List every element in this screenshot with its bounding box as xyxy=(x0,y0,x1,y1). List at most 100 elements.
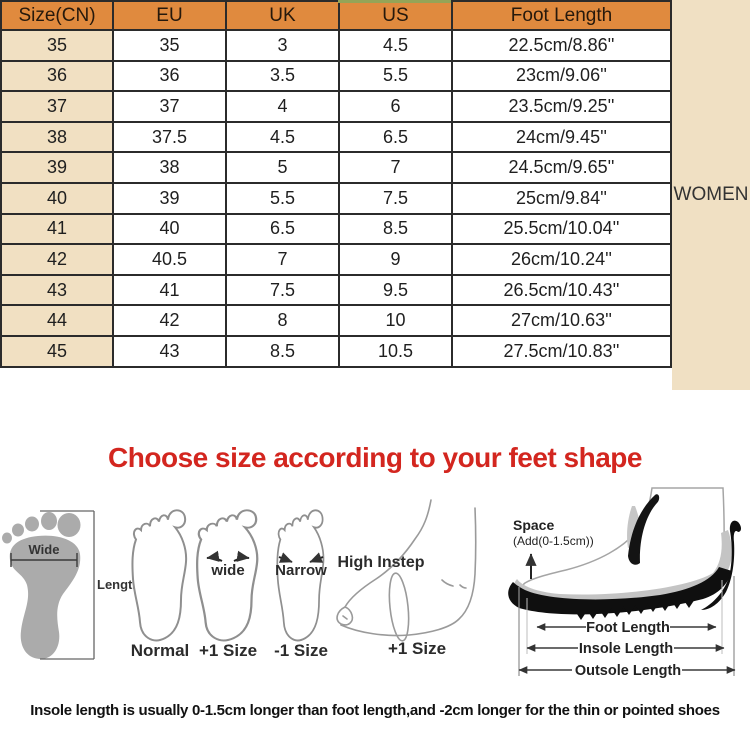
table-cell: 45 xyxy=(0,334,114,368)
heel-counter xyxy=(701,520,741,610)
table-row: 43 41 7.5 9.5 26.5cm/10.43'' xyxy=(0,273,672,307)
table-cell: 3 xyxy=(225,29,340,62)
table-cell: 7.5 xyxy=(225,273,340,307)
table-cell: 37 xyxy=(112,90,227,123)
table-cell: 38 xyxy=(112,151,227,184)
table-cell: 7.5 xyxy=(338,181,453,215)
table-cell: 3.5 xyxy=(225,59,340,93)
shoe-length-diagram: Space (Add(0-1.5cm)) Foot Length Insole … xyxy=(508,487,741,679)
gender-side-panel: WOMEN xyxy=(672,0,750,390)
table-row: 44 42 8 10 27cm/10.63'' xyxy=(0,304,672,337)
table-cell: 6 xyxy=(338,90,453,123)
table-cell: 43 xyxy=(112,334,227,368)
table-cell: 24cm/9.45'' xyxy=(451,120,672,154)
table-cell: 27cm/10.63'' xyxy=(451,304,672,337)
table-cell: 23cm/9.06'' xyxy=(451,59,672,93)
wide-measure-line xyxy=(10,553,78,567)
outsole-length-label: Outsole Length xyxy=(575,663,681,679)
table-cell: 37.5 xyxy=(112,120,227,154)
table-cell: 8.5 xyxy=(338,212,453,246)
foot-normal: Normal xyxy=(131,509,190,660)
table-cell: 41 xyxy=(0,212,114,246)
table-cell: 38 xyxy=(0,120,114,154)
table-cell: 7 xyxy=(338,151,453,184)
foot-wide: wide +1 Size xyxy=(196,509,259,660)
table-cell: 7 xyxy=(225,243,340,276)
wide-label: Wide xyxy=(29,542,60,557)
foot-wide-label: +1 Size xyxy=(199,641,257,660)
table-cell: 5 xyxy=(225,151,340,184)
table-cell: 35 xyxy=(0,29,114,62)
table-cell: 40 xyxy=(112,212,227,246)
table-cell: 9.5 xyxy=(338,273,453,307)
table-row: 40 39 5.5 7.5 25cm/9.84'' xyxy=(0,181,672,215)
table-cell: 23.5cm/9.25'' xyxy=(451,90,672,123)
narrow-annotation: Narrow xyxy=(275,562,327,579)
table-cell: 10 xyxy=(338,304,453,337)
shoe-collar xyxy=(628,494,660,565)
table-cell: 40.5 xyxy=(112,243,227,276)
table-cell: 44 xyxy=(0,304,114,337)
table-cell: 4.5 xyxy=(225,120,340,154)
foot-narrow-label: -1 Size xyxy=(274,641,328,660)
foot-normal-label: Normal xyxy=(131,641,190,660)
page-title: Choose size according to your feet shape xyxy=(108,442,642,473)
gender-label: WOMEN xyxy=(673,184,749,205)
table-row: 35 35 3 4.5 22.5cm/8.86'' xyxy=(0,29,672,62)
footprint-silhouette xyxy=(2,512,81,659)
table-header: Size(CN) EU UK US Foot Length xyxy=(0,0,672,31)
high-instep-label: +1 Size xyxy=(388,639,446,658)
table-row: 45 43 8.5 10.5 27.5cm/10.83'' xyxy=(0,334,672,368)
space-note: (Add(0-1.5cm)) xyxy=(513,534,594,548)
size-conversion-table-wrap: Size(CN) EU UK US Foot Length 35 35 3 4.… xyxy=(0,0,672,368)
table-cell: 10.5 xyxy=(338,334,453,368)
table-cell: 42 xyxy=(0,243,114,276)
table-row: 36 36 3.5 5.5 23cm/9.06'' xyxy=(0,59,672,93)
table-cell: 39 xyxy=(112,181,227,215)
high-instep-diagram: High Instep +1 Size xyxy=(336,499,477,658)
outsole-tread xyxy=(575,599,695,620)
table-cell: 26cm/10.24'' xyxy=(451,243,672,276)
length-label: Length xyxy=(97,577,140,592)
high-instep-annotation: High Instep xyxy=(337,554,424,571)
table-cell: 36 xyxy=(112,59,227,93)
table-cell: 9 xyxy=(338,243,453,276)
header-row: Size(CN) EU UK US Foot Length xyxy=(0,0,672,31)
table-cell: 24.5cm/9.65'' xyxy=(451,151,672,184)
table-cell: 37 xyxy=(0,90,114,123)
footprint-measure-diagram: Wide Length xyxy=(2,510,140,660)
table-cell: 36 xyxy=(0,59,114,93)
foot-length-label: Foot Length xyxy=(586,620,670,636)
length-measure-line xyxy=(40,510,95,660)
table-cell: 35 xyxy=(112,29,227,62)
table-body: 35 35 3 4.5 22.5cm/8.86'' 36 36 3.5 5.5 … xyxy=(0,29,672,368)
table-row: 42 40.5 7 9 26cm/10.24'' xyxy=(0,243,672,276)
insole xyxy=(513,530,732,606)
column-header-uk: UK xyxy=(225,0,340,31)
foot-narrow: Narrow -1 Size xyxy=(274,509,328,660)
column-header-size-cn: Size(CN) xyxy=(0,0,114,31)
table-cell: 5.5 xyxy=(338,59,453,93)
table-row: 41 40 6.5 8.5 25.5cm/10.04'' xyxy=(0,212,672,246)
column-header-us: US xyxy=(338,0,453,31)
table-cell: 6.5 xyxy=(225,212,340,246)
size-chart-table: Size(CN) EU UK US Foot Length 35 35 3 4.… xyxy=(0,0,672,368)
table-cell: 41 xyxy=(112,273,227,307)
table-cell: 8 xyxy=(225,304,340,337)
table-row: 38 37.5 4.5 6.5 24cm/9.45'' xyxy=(0,120,672,154)
column-header-eu: EU xyxy=(112,0,227,31)
table-cell: 42 xyxy=(112,304,227,337)
table-cell: 40 xyxy=(0,181,114,215)
table-cell: 25.5cm/10.04'' xyxy=(451,212,672,246)
feet-shape-diagram: Wide Length Normal wide +1 Size Narro xyxy=(2,487,741,679)
table-row: 37 37 4 6 23.5cm/9.25'' xyxy=(0,90,672,123)
table-cell: 8.5 xyxy=(225,334,340,368)
table-cell: 6.5 xyxy=(338,120,453,154)
table-cell: 5.5 xyxy=(225,181,340,215)
wide-annotation: wide xyxy=(210,562,244,579)
space-label: Space xyxy=(513,517,554,533)
table-cell: 27.5cm/10.83'' xyxy=(451,334,672,368)
table-cell: 25cm/9.84'' xyxy=(451,181,672,215)
table-cell: 4 xyxy=(225,90,340,123)
table-cell: 39 xyxy=(0,151,114,184)
